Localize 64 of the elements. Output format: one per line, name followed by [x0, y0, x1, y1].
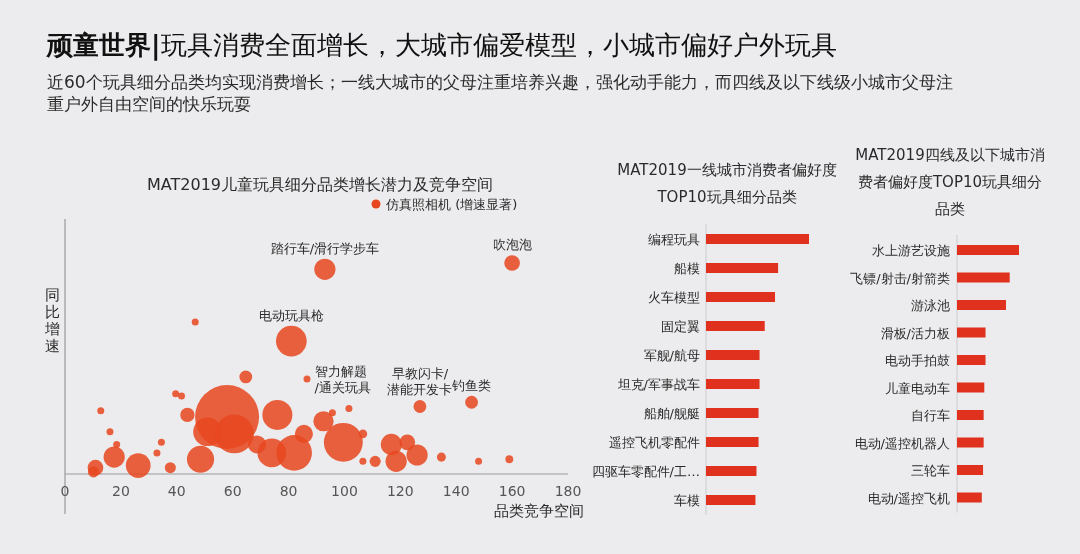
x-tick-label: 60 — [223, 483, 242, 499]
bar — [957, 382, 985, 393]
y-tick-label: 编程玩具 — [648, 232, 700, 247]
x-tick-label: 180 — [554, 483, 582, 499]
y-tick-label: 水上游艺设施 — [872, 243, 950, 258]
bar — [706, 234, 809, 244]
x-tick-label: 160 — [498, 483, 526, 499]
bar — [706, 408, 759, 418]
bar — [957, 437, 984, 448]
annotation: 钓鱼类 — [451, 377, 492, 393]
bar — [957, 272, 1010, 283]
annotation: 智力解题 /通关玩具 — [314, 364, 371, 396]
text: 仿真照相机 (增速显著) — [385, 197, 518, 212]
x-tick-label: 140 — [442, 483, 470, 499]
bar — [957, 245, 1019, 255]
y-tick-label: 火车模型 — [648, 290, 700, 305]
bar — [957, 300, 1006, 310]
x-axis-title: 品类竞争空间 — [494, 502, 584, 520]
y-tick-label: 四驱车零配件/工… — [591, 464, 700, 479]
y-tick-label: 儿童电动车 — [885, 380, 950, 396]
y-tick-label: 三轮车 — [911, 463, 950, 478]
bar — [957, 355, 986, 365]
bar — [706, 466, 757, 476]
bar — [706, 379, 760, 389]
y-tick-label: 车模 — [674, 493, 700, 508]
bar — [706, 350, 760, 360]
chart-title: MAT2019一线城市消费者偏好度TOP10玩具细分品类 — [617, 161, 837, 206]
y-tick-label: 游泳池 — [911, 298, 950, 313]
bar — [957, 465, 984, 475]
bar — [706, 321, 765, 331]
y-tick-label: 电动手拍鼓 — [885, 353, 950, 368]
bar — [957, 492, 982, 503]
text: 近60个玩具细分品类均实现消费增长；一线大城市的父母注重培养兴趣，强化动手能力，而四线及以下线级小城市父母注重户外自由空间的快乐玩耍 — [47, 72, 953, 114]
y-tick-label: 船舶/舰艇 — [643, 406, 700, 421]
bar — [957, 327, 986, 338]
y-tick-label: 军舰/航母 — [643, 348, 700, 363]
chart-title: MAT2019四线及以下城市消费者偏好度TOP10玩具细分品类 — [855, 146, 1045, 218]
y-axis-title: 同比增速 — [43, 286, 60, 355]
chart-title: MAT2019儿童玩具细分品类增长潜力及竞争空间 — [147, 175, 493, 194]
y-tick-label: 船模 — [674, 261, 700, 276]
x-tick-label: 20 — [111, 483, 130, 499]
annotation: 早教闪卡/ 潜能开发卡 — [387, 366, 453, 398]
bar — [706, 437, 759, 447]
x-tick-label: 80 — [279, 483, 298, 499]
y-tick-label: 飞镖/射击/射箭类 — [850, 270, 950, 286]
x-tick-label: 100 — [331, 483, 358, 499]
annotation: 踏行车/滑行学步车 — [270, 240, 380, 256]
bar — [957, 410, 984, 420]
annotation: 吹泡泡 — [492, 237, 532, 253]
bar — [706, 263, 779, 273]
bar — [706, 292, 776, 302]
y-tick-label: 自行车 — [911, 408, 950, 423]
x-tick-label: 0 — [60, 483, 70, 499]
annotation: 电动玩具枪 — [258, 307, 324, 323]
text: 顽童世界|玩具消费全面增长，大城市偏爱模型，小城市偏好户外玩具 — [46, 30, 837, 61]
y-tick-label: 电动/遥控飞机 — [867, 490, 950, 506]
bar — [706, 495, 756, 505]
y-tick-label: 电动/遥控机器人 — [854, 435, 950, 451]
y-tick-label: 滑板/活力板 — [880, 325, 950, 341]
y-tick-label: 坦克/军事战车 — [616, 377, 700, 392]
x-tick-label: 120 — [386, 483, 414, 499]
x-tick-label: 40 — [167, 483, 186, 499]
y-tick-label: 遥控飞机零配件 — [609, 435, 700, 450]
y-tick-label: 固定翼 — [661, 319, 700, 334]
